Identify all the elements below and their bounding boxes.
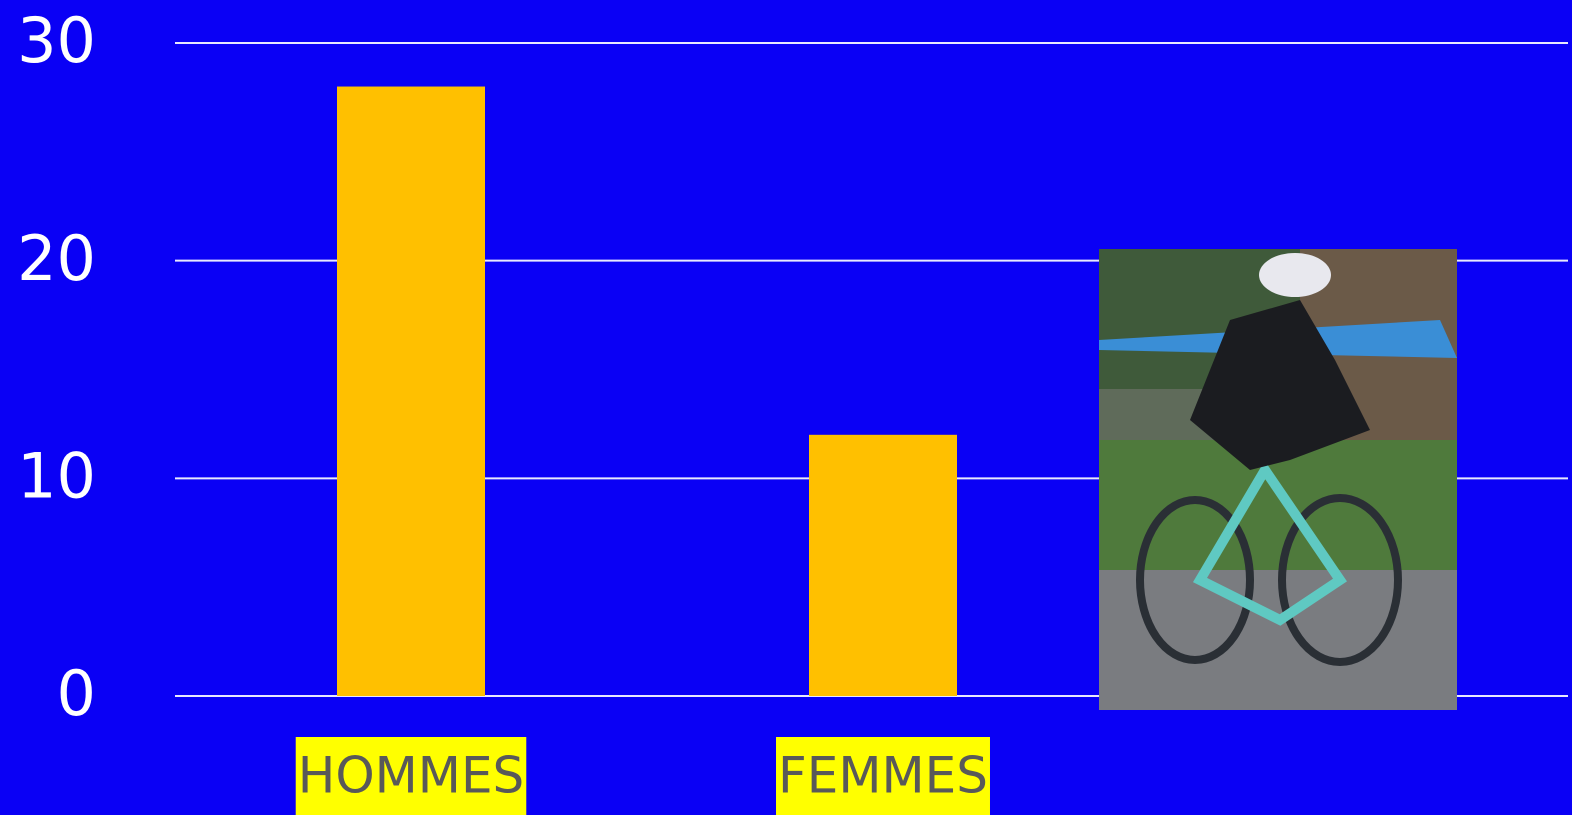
photo-road	[1099, 570, 1457, 710]
bar	[337, 86, 485, 697]
cyclist-photo	[1099, 249, 1457, 710]
label-highlight	[776, 737, 990, 815]
label-highlight	[295, 737, 527, 815]
labels: HOMMES FEMMES	[295, 737, 990, 815]
photo-helmet	[1259, 253, 1331, 297]
photo-rider	[1190, 300, 1370, 470]
photo-wheel	[1136, 496, 1254, 664]
y-tick-label: 20	[17, 222, 96, 295]
bars	[337, 86, 957, 697]
x-tick-label: HOMMES	[298, 747, 525, 805]
y-tick-label: 10	[17, 439, 96, 512]
bar	[809, 434, 957, 696]
photo-wheel	[1278, 494, 1402, 666]
y-tick-label: 30	[17, 4, 96, 77]
y-tick-label: 0	[57, 657, 96, 730]
photo-frame	[1192, 460, 1347, 626]
x-tick-label: FEMMES	[778, 747, 988, 805]
